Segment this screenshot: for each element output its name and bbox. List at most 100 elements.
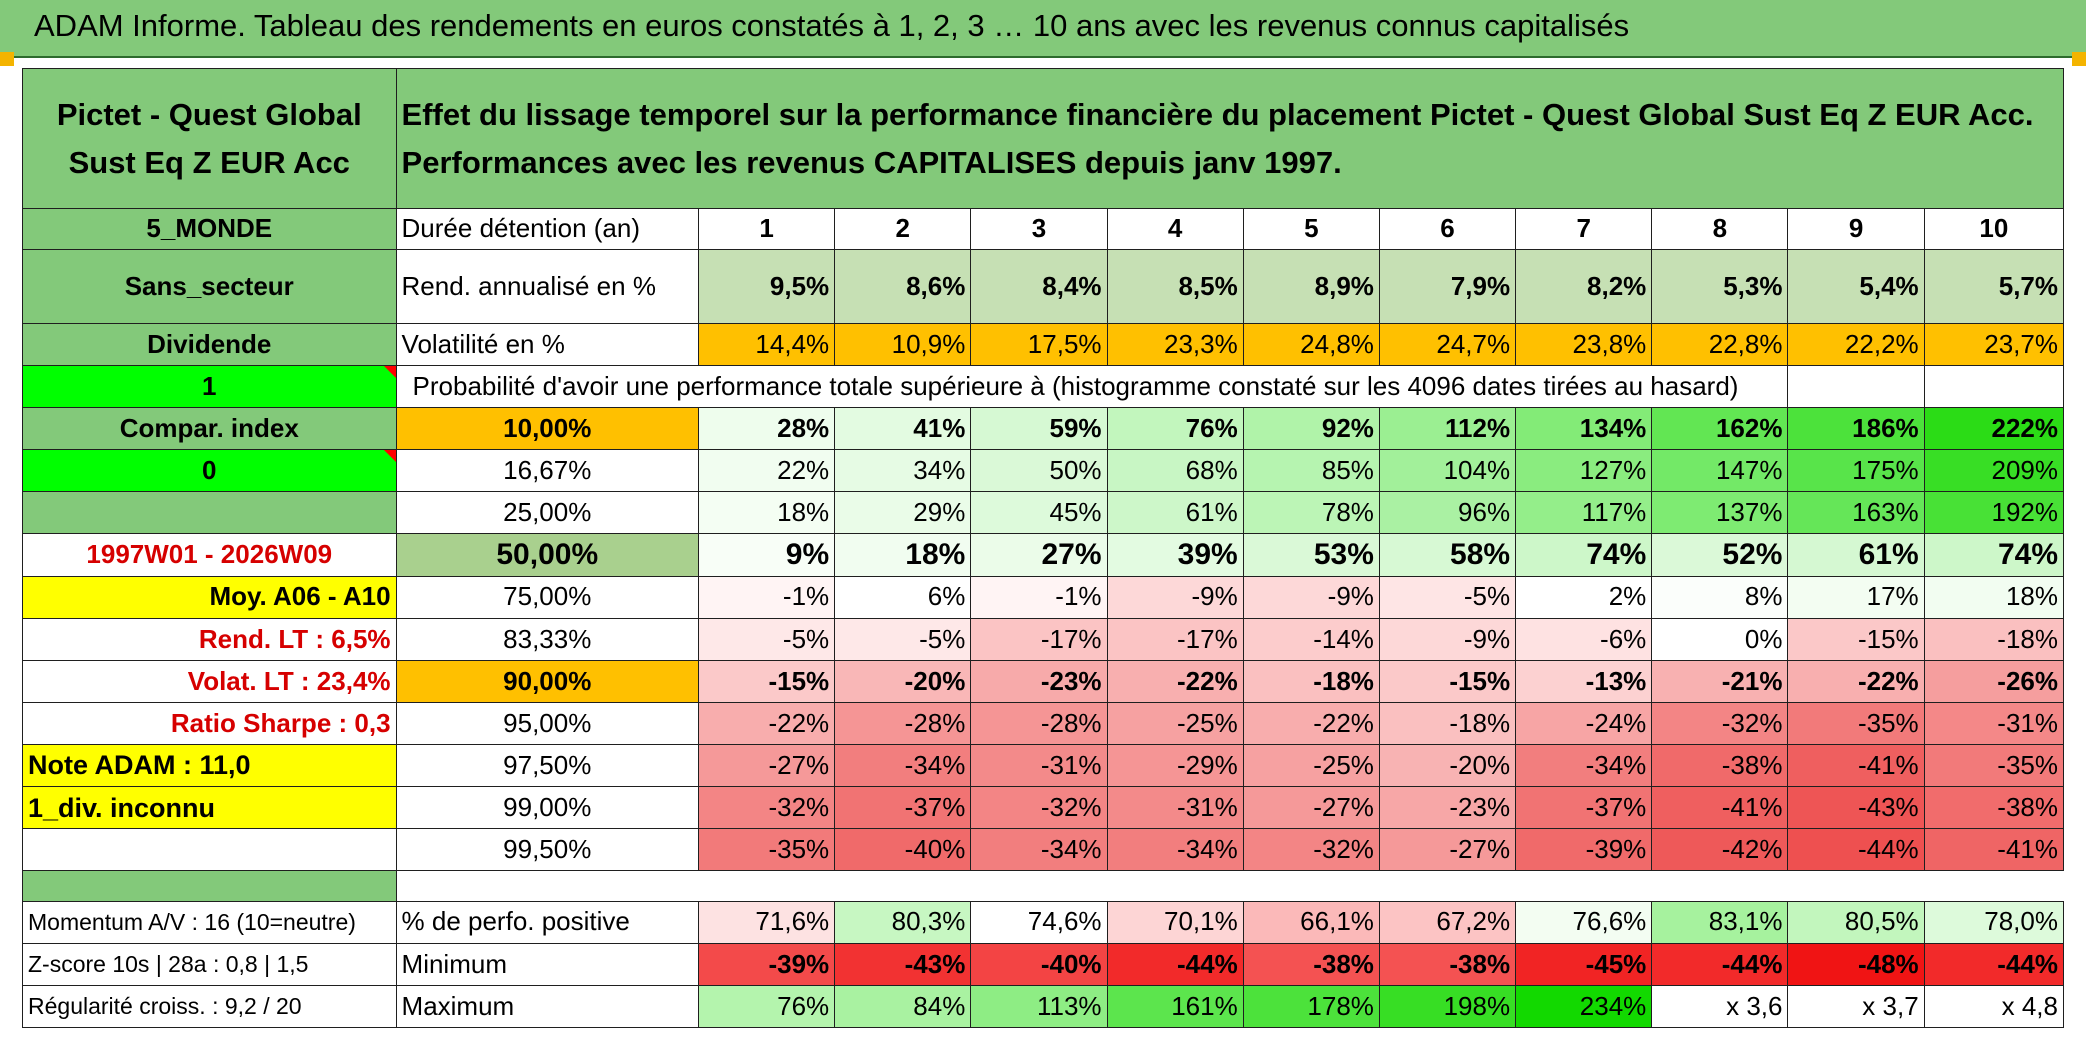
minimum-cell: -44%: [1106, 942, 1244, 986]
percentile-cell: -20%: [834, 659, 972, 703]
duration-cell: 6: [1378, 208, 1517, 250]
vol-cell: 24,7%: [1378, 322, 1517, 366]
percentile-cell: 27%: [970, 533, 1108, 577]
percentile-cell: 45%: [970, 491, 1108, 535]
percentile-cell: -18%: [1242, 659, 1380, 703]
percentile-cell: -5%: [1378, 575, 1517, 619]
duration-cell: 4: [1106, 208, 1244, 250]
percentile-cell: 175%: [1787, 449, 1925, 493]
percentile-cell: 163%: [1787, 491, 1925, 535]
percentile-cell: -43%: [1787, 786, 1925, 830]
percentile-cell: 92%: [1242, 407, 1380, 451]
percentile-cell: -17%: [1106, 617, 1244, 661]
percentile-cell: -22%: [1106, 659, 1244, 703]
empty-side-cell: [22, 491, 397, 535]
maximum-cell: 113%: [970, 984, 1108, 1029]
percentile-cell: -27%: [1242, 786, 1380, 830]
percentile-label: 83,33%: [395, 617, 699, 661]
percentile-cell: -25%: [1242, 744, 1380, 788]
rend-cell: 8,5%: [1106, 248, 1244, 324]
percentile-cell: -38%: [1923, 786, 2065, 830]
spacer-cell: [396, 871, 2063, 901]
duration-cell: 9: [1787, 208, 1925, 250]
empty-cell: [1923, 364, 2065, 409]
percentile-cell: 78%: [1242, 491, 1380, 535]
rend-cell: 8,2%: [1515, 248, 1653, 324]
corner-mark: [2072, 52, 2086, 66]
percentile-label: 97,50%: [395, 744, 699, 788]
percentile-cell: -17%: [970, 617, 1108, 661]
vol-cell: 22,2%: [1787, 322, 1925, 366]
empty-side-cell: [22, 828, 397, 872]
percentile-cell: -32%: [970, 786, 1108, 830]
percentile-cell: -25%: [1106, 701, 1244, 746]
percentile-cell: 127%: [1515, 449, 1653, 493]
minimum-cell: -43%: [834, 942, 972, 986]
percentile-cell: 137%: [1651, 491, 1789, 535]
percentile-cell: -44%: [1787, 828, 1925, 872]
percentile-label: 10,00%: [395, 407, 699, 451]
sector-label: Sans_secteur: [22, 248, 397, 324]
percentile-cell: 41%: [834, 407, 972, 451]
percentile-cell: 52%: [1651, 533, 1789, 577]
percentile-cell: 147%: [1651, 449, 1789, 493]
empty-cell: [1787, 364, 1925, 409]
duration-cell: 5: [1242, 208, 1380, 250]
percentile-label: 99,50%: [395, 828, 699, 872]
flag-cell-1[interactable]: 1: [22, 364, 397, 409]
percentile-cell: -31%: [1923, 701, 2065, 746]
volat-lt-label: Volat. LT : 23,4%: [22, 659, 397, 703]
percentile-cell: 2%: [1515, 575, 1653, 619]
title-bar: ADAM Informe. Tableau des rendements en …: [0, 0, 2086, 58]
minimum-cell: -40%: [970, 942, 1108, 986]
percentile-cell: 59%: [970, 407, 1108, 451]
percentile-cell: 28%: [697, 407, 836, 451]
percentile-cell: 74%: [1515, 533, 1653, 577]
duration-cell: 1: [697, 208, 836, 250]
minimum-cell: -38%: [1378, 942, 1517, 986]
period-label: 1997W01 - 2026W09: [22, 533, 397, 577]
percentile-cell: 8%: [1651, 575, 1789, 619]
income-label: Dividende: [22, 322, 397, 366]
percentile-cell: 134%: [1515, 407, 1653, 451]
maximum-cell: x 3,6: [1651, 984, 1789, 1029]
maximum-cell: 76%: [697, 984, 836, 1029]
percentile-cell: -34%: [834, 744, 972, 788]
vol-cell: 10,9%: [834, 322, 972, 366]
percentile-cell: -35%: [1787, 701, 1925, 746]
page-title: ADAM Informe. Tableau des rendements en …: [34, 8, 1630, 43]
percentile-cell: 6%: [834, 575, 972, 619]
zone-label: 5_MONDE: [22, 208, 397, 250]
percentile-cell: 222%: [1923, 407, 2065, 451]
percentile-cell: -41%: [1787, 744, 1925, 788]
vol-cell: 22,8%: [1651, 322, 1789, 366]
percentile-cell: -15%: [1378, 659, 1517, 703]
percentile-cell: -13%: [1515, 659, 1653, 703]
percentile-cell: 29%: [834, 491, 972, 535]
percentile-cell: 192%: [1923, 491, 2065, 535]
percentile-cell: -41%: [1923, 828, 2065, 872]
percentile-cell: 186%: [1787, 407, 1925, 451]
positive-label: % de perfo. positive: [395, 900, 699, 944]
percentile-label: 75,00%: [395, 575, 699, 619]
percentile-cell: -41%: [1651, 786, 1789, 830]
positive-cell: 83,1%: [1651, 900, 1789, 944]
flag-cell-0[interactable]: 0: [22, 449, 397, 493]
percentile-label: 90,00%: [395, 659, 699, 703]
minimum-label: Minimum: [395, 942, 699, 986]
percentile-cell: 104%: [1378, 449, 1517, 493]
percentile-cell: 61%: [1106, 491, 1244, 535]
rend-lt-label: Rend. LT : 6,5%: [22, 617, 397, 661]
positive-cell: 71,6%: [697, 900, 836, 944]
percentile-cell: -39%: [1515, 828, 1653, 872]
corner-mark: [0, 52, 14, 66]
percentile-cell: -15%: [1787, 617, 1925, 661]
vol-cell: 23,3%: [1106, 322, 1244, 366]
performance-table: Pictet - Quest Global Sust Eq Z EUR Acc …: [22, 67, 2065, 1029]
duration-cell: 10: [1923, 208, 2065, 250]
percentile-cell: -9%: [1242, 575, 1380, 619]
percentile-cell: -37%: [1515, 786, 1653, 830]
spacer-cell: [22, 870, 397, 902]
zscore-label: Z-score 10s | 28a : 0,8 | 1,5: [22, 942, 397, 986]
vol-label: Volatilité en %: [395, 322, 699, 366]
